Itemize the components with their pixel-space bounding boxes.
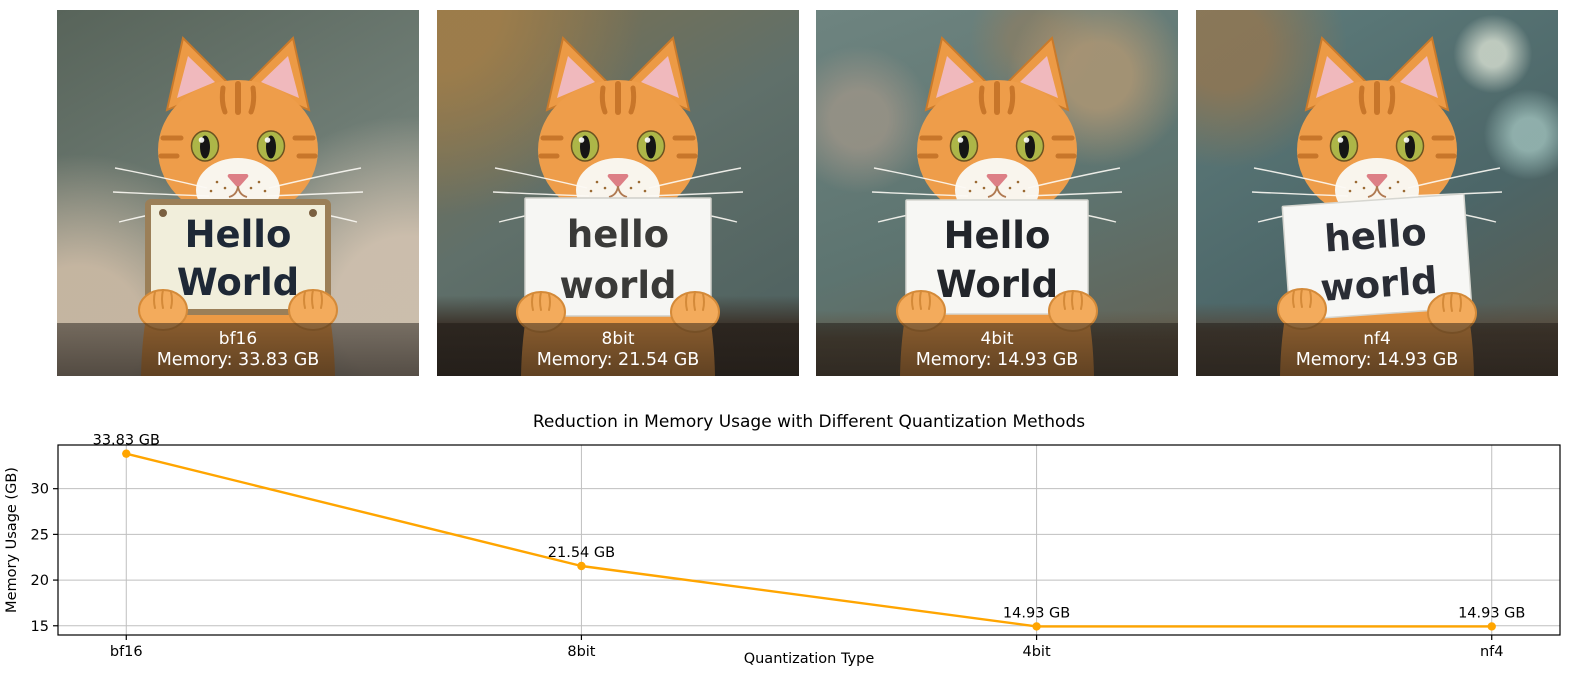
cat-photo-illustration: hello world bbox=[1196, 10, 1558, 376]
x-tick-label: 8bit bbox=[567, 644, 595, 660]
caption-label: bf16 bbox=[218, 328, 258, 349]
sign-text-line2: World bbox=[936, 263, 1058, 306]
cat-photo-illustration: hello world bbox=[437, 10, 799, 376]
sign-text-line1: hello bbox=[567, 213, 669, 256]
hello-world-sign: hello world bbox=[1281, 193, 1473, 321]
hello-world-sign: Hello World bbox=[905, 199, 1089, 315]
caption-label: nf4 bbox=[1363, 328, 1391, 349]
sign-text-line2: world bbox=[1319, 259, 1439, 310]
hello-world-sign: Hello World bbox=[145, 199, 331, 315]
x-tick-label: 4bit bbox=[1022, 644, 1050, 660]
data-point bbox=[1487, 622, 1496, 631]
y-axis-label: Memory Usage (GB) bbox=[4, 467, 20, 613]
sign-text-line2: world bbox=[559, 264, 676, 307]
data-point bbox=[122, 449, 131, 458]
cat-photo-illustration: Hello World bbox=[816, 10, 1178, 376]
x-tick-label: bf16 bbox=[110, 644, 143, 660]
caption-memory: Memory: 21.54 GB bbox=[536, 349, 700, 370]
y-tick-label: 20 bbox=[31, 573, 49, 589]
data-point bbox=[1032, 622, 1041, 631]
sign-text-line1: hello bbox=[1323, 211, 1428, 261]
cat-photo-illustration: Hello World bbox=[57, 10, 419, 376]
image-panel-8bit: hello world 8bit Memory: 21.54 GB bbox=[437, 10, 799, 376]
image-panel-bf16: Hello World bf16 Memory: 33.83 GB bbox=[57, 10, 419, 376]
image-panel-4bit: Hello World 4bit Memory: 14.93 GB bbox=[816, 10, 1178, 376]
memory-usage-line bbox=[125, 452, 1493, 628]
data-point-annotation: 21.54 GB bbox=[548, 545, 615, 561]
sign-pin-icon bbox=[159, 209, 167, 217]
x-tick-label: nf4 bbox=[1480, 644, 1504, 660]
x-axis-label: Quantization Type bbox=[744, 651, 875, 667]
caption-overlay: nf4 Memory: 14.93 GB bbox=[1196, 323, 1558, 376]
caption-overlay: bf16 Memory: 33.83 GB bbox=[57, 323, 419, 376]
caption-memory: Memory: 14.93 GB bbox=[1295, 349, 1459, 370]
caption-label: 4bit bbox=[980, 328, 1014, 349]
sign-pin-icon bbox=[309, 209, 317, 217]
y-tick-label: 30 bbox=[31, 482, 49, 498]
y-tick-label: 15 bbox=[31, 619, 49, 635]
data-point-annotation: 33.83 GB bbox=[93, 433, 160, 449]
plot-border bbox=[57, 444, 1561, 636]
chart-title: Reduction in Memory Usage with Different… bbox=[533, 412, 1085, 432]
sign-text-line1: Hello bbox=[944, 214, 1051, 257]
data-point bbox=[577, 561, 586, 571]
memory-usage-chart-svg: 15 20 25 30 bf16 8bit 4bit nf4 Reduction in Memo… bbox=[4, 412, 1561, 667]
y-tick-label: 25 bbox=[31, 527, 49, 543]
caption-memory: Memory: 14.93 GB bbox=[915, 349, 1079, 370]
data-point-annotation: 14.93 GB bbox=[1003, 605, 1070, 621]
sign-text-line1: Hello bbox=[185, 213, 292, 256]
hello-world-sign: hello world bbox=[524, 197, 712, 317]
image-panel-nf4: hello world nf4 Memory: 14.93 GB bbox=[1196, 10, 1558, 376]
sign-text-line2: World bbox=[177, 261, 299, 304]
caption-memory: Memory: 33.83 GB bbox=[156, 349, 320, 370]
caption-overlay: 4bit Memory: 14.93 GB bbox=[816, 323, 1178, 376]
caption-overlay: 8bit Memory: 21.54 GB bbox=[437, 323, 799, 376]
data-point-annotation: 14.93 GB bbox=[1458, 605, 1525, 621]
memory-usage-chart: 15 20 25 30 bf16 8bit 4bit nf4 Reduction in Memo… bbox=[0, 400, 1589, 688]
caption-label: 8bit bbox=[601, 328, 635, 349]
